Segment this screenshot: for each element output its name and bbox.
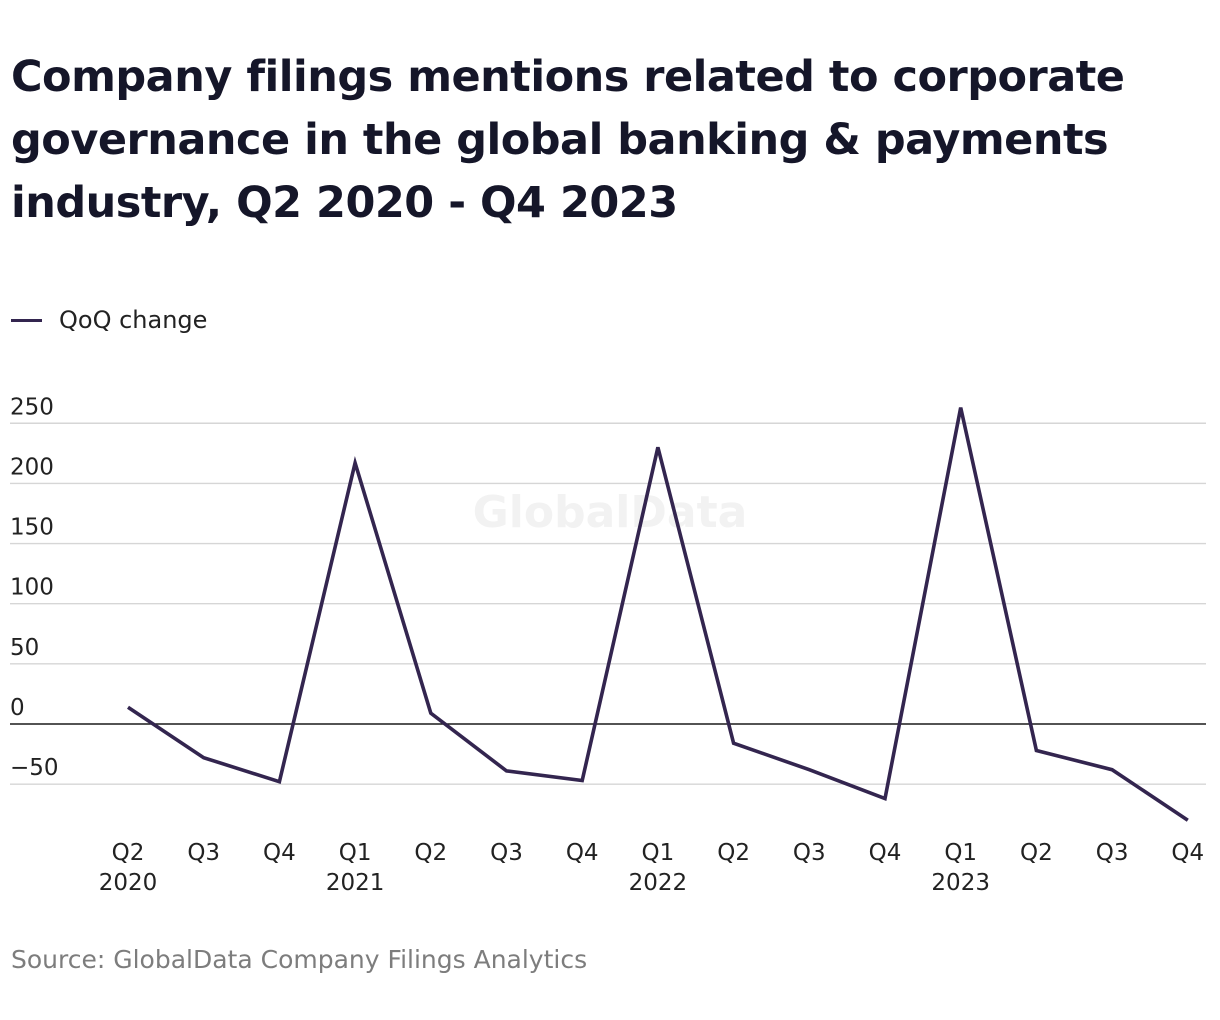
legend-label: QoQ change [59, 306, 208, 334]
x-tick-label: Q3 [793, 840, 826, 866]
x-tick-label: Q2 [717, 840, 750, 866]
y-tick-label: 200 [10, 454, 54, 480]
x-tick-label: Q1 [642, 840, 675, 866]
x-tick-label: Q1 [339, 840, 372, 866]
y-tick-label: 250 [10, 394, 54, 420]
y-tick-label: −50 [10, 755, 59, 781]
legend: QoQ change [11, 306, 207, 334]
x-tick-label: Q3 [187, 840, 220, 866]
source-note: Source: GlobalData Company Filings Analy… [11, 945, 588, 974]
gridlines [10, 422, 1206, 785]
series-line-qoq-change [127, 407, 1189, 822]
x-tick-label: Q3 [1096, 840, 1129, 866]
watermark: GlobalData [473, 487, 748, 538]
x-year-label: 2020 [99, 870, 158, 896]
y-tick-label: 150 [10, 515, 54, 541]
x-tick-label: Q4 [263, 840, 296, 866]
x-tick-label: Q2 [112, 840, 145, 866]
y-tick-label: 0 [10, 695, 25, 721]
series-group [127, 407, 1189, 822]
x-tick-label: Q1 [944, 840, 977, 866]
x-tick-label: Q4 [1171, 840, 1204, 866]
x-year-label: 2021 [326, 870, 385, 896]
chart-title: Company filings mentions related to corp… [11, 52, 1125, 228]
legend-line-swatch [11, 318, 42, 322]
x-year-label: 2022 [629, 870, 688, 896]
y-axis-ticks: 250 200 150 100 50 0 −50 [10, 394, 59, 781]
x-tick-label: Q4 [869, 840, 902, 866]
x-year-label: 2023 [931, 870, 990, 896]
x-tick-label: Q2 [414, 840, 447, 866]
x-tick-label: Q2 [1020, 840, 1053, 866]
x-tick-label: Q3 [490, 840, 523, 866]
y-tick-label: 100 [10, 575, 54, 601]
x-axis-ticks: Q2 2020 Q3 Q4 Q1 2021 Q2 Q3 Q4 Q1 2022 Q2 Q3 Q4 Q1 2023… [99, 840, 1204, 896]
x-tick-label: Q4 [566, 840, 599, 866]
y-tick-label: 50 [10, 635, 39, 661]
